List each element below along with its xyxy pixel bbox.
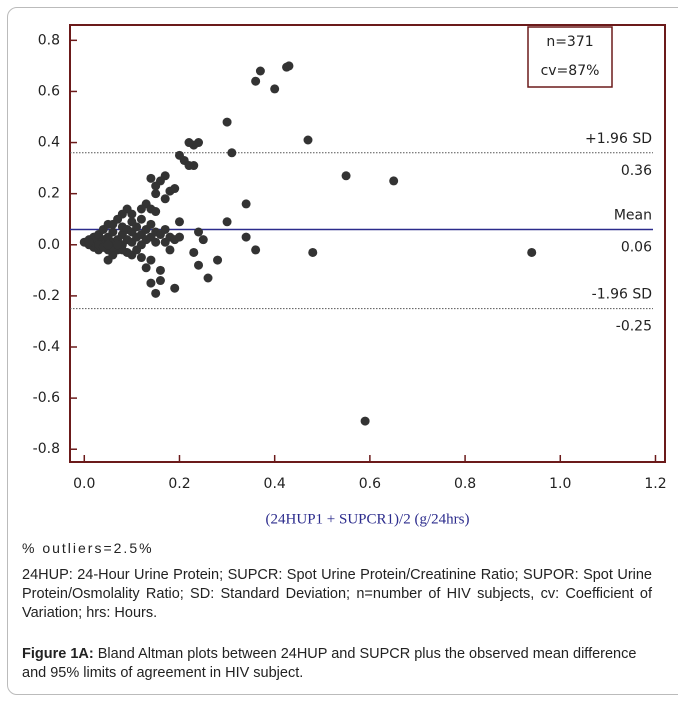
y-tick-label: -0.2 <box>33 288 60 304</box>
point <box>303 135 313 145</box>
point <box>282 62 292 72</box>
point <box>151 237 161 247</box>
point <box>194 227 204 237</box>
point <box>108 227 118 237</box>
y-tick-label: 0.0 <box>38 237 60 253</box>
frame <box>7 7 678 695</box>
annotation: n=371 <box>546 34 593 50</box>
point <box>160 194 170 204</box>
reference-label: Mean <box>614 207 652 223</box>
point <box>189 161 199 171</box>
reference-value: -0.25 <box>616 319 652 335</box>
y-tick-label: 0.2 <box>38 186 60 202</box>
y-tick-label: 0.8 <box>38 32 60 48</box>
annotation-box <box>527 26 613 88</box>
point <box>113 214 123 224</box>
point <box>155 265 165 275</box>
caption: Figure 1A: Bland Altman plots between 24… <box>22 645 652 683</box>
y-tick-label: -0.6 <box>33 390 60 406</box>
caption-text: Bland Altman plots between 24HUP and SUP… <box>22 646 637 681</box>
point <box>151 181 161 191</box>
point <box>184 138 194 148</box>
x-tick-label: 0.4 <box>264 476 286 492</box>
point <box>194 260 204 270</box>
point <box>136 204 146 214</box>
plot-frame <box>69 24 666 463</box>
point <box>189 247 199 257</box>
point <box>174 232 184 242</box>
point <box>270 84 280 94</box>
point <box>241 232 251 242</box>
point <box>146 219 156 229</box>
point <box>222 217 232 227</box>
y-tick-label: 0.4 <box>38 135 60 151</box>
caption-label: Figure 1A: <box>22 646 94 662</box>
point <box>241 199 251 209</box>
reference-label: +1.96 SD <box>585 131 652 147</box>
x-tick-label: 1.0 <box>549 476 571 492</box>
x-tick-label: 0.6 <box>359 476 381 492</box>
point <box>151 189 161 199</box>
point <box>255 66 265 76</box>
point <box>113 240 123 250</box>
x-tick-label: 1.2 <box>644 476 666 492</box>
point <box>222 117 232 127</box>
point <box>136 253 146 263</box>
outliers-note: % outliers=2.5% <box>22 540 154 556</box>
point <box>213 255 223 265</box>
point <box>136 214 146 224</box>
reference-label: -1.96 SD <box>592 287 652 303</box>
point <box>174 217 184 227</box>
point <box>170 184 180 194</box>
point <box>389 176 399 186</box>
point <box>165 245 175 255</box>
point <box>103 240 113 250</box>
footnote: 24HUP: 24-Hour Urine Protein; SUPCR: Spo… <box>22 567 652 621</box>
point <box>132 222 142 232</box>
point <box>527 247 537 257</box>
x-tick-label: 0.2 <box>168 476 190 492</box>
y-tick-label: 0.6 <box>38 83 60 99</box>
x-axis-label: (24HUP1 + SUPCR1)/2 (g/24hrs) <box>266 511 470 527</box>
point <box>308 247 318 257</box>
point <box>146 255 156 265</box>
point <box>198 235 208 245</box>
point <box>141 263 151 273</box>
point <box>84 237 94 247</box>
point <box>227 148 237 158</box>
point <box>151 207 161 217</box>
x-tick-label: 0.0 <box>73 476 95 492</box>
point <box>160 224 170 234</box>
point <box>146 173 156 183</box>
reference-value: 0.06 <box>621 239 652 255</box>
point <box>151 288 161 298</box>
y-tick-label: -0.8 <box>33 441 60 457</box>
y-tick-label: -0.4 <box>33 339 60 355</box>
reference-value: 0.36 <box>621 163 652 179</box>
point <box>170 283 180 293</box>
point <box>341 171 351 181</box>
point <box>155 276 165 286</box>
chart: -0.8 -0.6 -0.4 -0.2 0.0 0.2 0.4 0.6 0.8 0.0 0.2 0.4… <box>33 24 667 527</box>
point <box>251 76 261 86</box>
point <box>146 278 156 288</box>
point <box>251 245 261 255</box>
x-tick-label: 0.8 <box>454 476 476 492</box>
point <box>360 416 370 426</box>
point <box>203 273 213 283</box>
annotation: cv=87% <box>541 63 600 79</box>
